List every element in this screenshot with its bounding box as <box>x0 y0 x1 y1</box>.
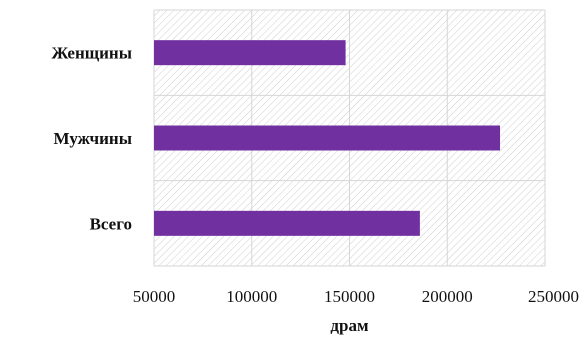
x-tick-label: 50000 <box>133 287 176 306</box>
bars <box>154 40 501 236</box>
bar <box>154 210 420 236</box>
category-labels: Женщины Мужчины Всего <box>51 44 132 234</box>
category-label: Женщины <box>51 44 132 63</box>
x-tick-label: 200000 <box>422 287 473 306</box>
x-tick-label: 250000 <box>528 287 579 306</box>
bar <box>154 40 346 66</box>
x-tick-label: 150000 <box>324 287 375 306</box>
category-label: Всего <box>90 214 132 233</box>
bar <box>154 125 501 151</box>
x-tick-labels: 50000 100000 150000 200000 250000 <box>133 287 579 306</box>
category-label: Мужчины <box>54 129 132 148</box>
x-axis-title: драм <box>330 316 369 335</box>
x-tick-label: 100000 <box>226 287 277 306</box>
